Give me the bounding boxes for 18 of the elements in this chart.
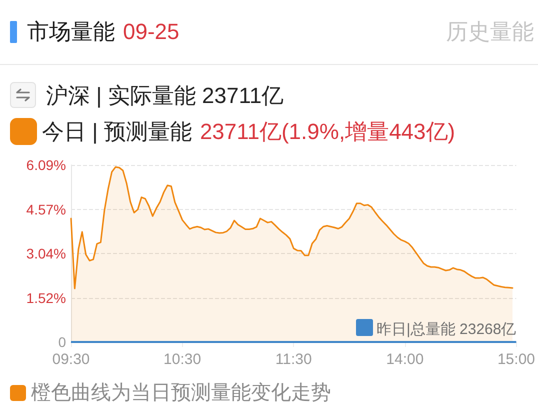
chart-subtitle: 09-25 — [123, 19, 180, 44]
text: 23711亿(1.9%,增量443亿) — [200, 118, 456, 144]
y-tick-label: 4.57% — [26, 201, 66, 218]
text: 沪深 | 实际量能 23711亿 — [46, 82, 284, 108]
y-tick-label: 0 — [58, 334, 66, 350]
chart-title: 市场量能 — [27, 19, 115, 44]
x-tick-label: 15:00 — [497, 351, 536, 368]
x-tick-label: 11:30 — [275, 351, 312, 368]
x-tick-label: 10:30 — [164, 351, 202, 368]
ref-line-label: 昨日|总量能 23268亿 — [376, 321, 516, 338]
y-tick-label: 6.09% — [26, 157, 66, 173]
legend-label: 今日 | 预测量能 — [42, 119, 192, 144]
text: 橙色曲线为当日预测量能变化走势 — [31, 382, 331, 404]
x-tick-label: 14:00 — [386, 351, 424, 368]
y-tick-label: 3.04% — [26, 246, 66, 262]
y-tick-label: 1.52% — [26, 290, 66, 306]
x-tick-label: 09:30 — [52, 351, 90, 368]
text: 历史量能 — [446, 18, 534, 44]
